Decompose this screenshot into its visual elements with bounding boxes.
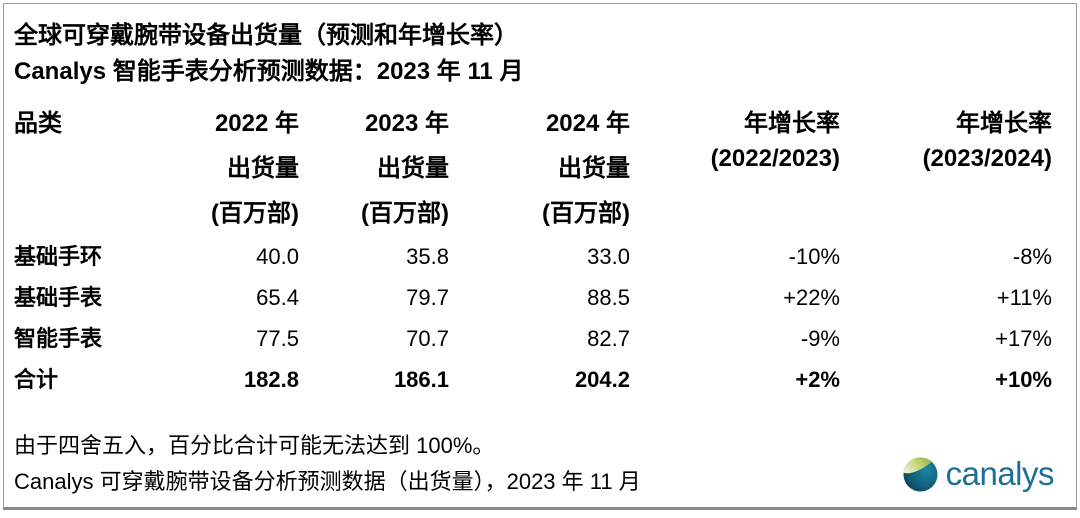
table-row-total: 合计 182.8 186.1 204.2 +2% +10% [14,359,1052,400]
column-header-2022: 2022 年 出货量 (百万部) [174,101,299,236]
shipment-2023-cell: 70.7 [406,326,449,351]
shipment-2023-cell: 79.7 [406,285,449,310]
shipment-table-card: 全球可穿戴腕带设备出货量（预测和年增长率） Canalys 智能手表分析预测数据… [3,3,1077,510]
column-header-label: (百万部) [542,200,630,227]
column-header-label: 出货量 [377,155,449,182]
column-header-2023: 2023 年 出货量 (百万部) [299,101,449,236]
growth-2023-2024-cell: +17% [995,326,1052,351]
shipment-2024-cell: 82.7 [587,326,630,351]
column-header-label: 品类 [14,110,62,137]
column-header-label: (百万部) [211,200,299,227]
column-header-label: 2024 年 [545,110,630,137]
column-header-label: 年增长率 [956,110,1052,137]
shipment-2023-cell: 35.8 [406,244,449,269]
shipment-2022-cell: 182.8 [243,367,299,392]
shipment-2022-cell: 40.0 [256,244,299,269]
column-header-2024: 2024 年 出货量 (百万部) [449,101,630,236]
canalys-globe-icon [903,456,938,492]
column-header-label: 出货量 [558,155,630,182]
column-header-label: (百万部) [361,200,449,227]
growth-2023-2024-cell: +11% [996,285,1052,310]
shipment-2024-cell: 204.2 [574,367,630,392]
table-row-basic-watch: 基础手表 65.4 79.7 88.5 +22% +11% [14,277,1052,318]
category-cell: 基础手环 [14,244,103,269]
footnote-rounding: 由于四舍五入，百分比合计可能无法达到 100%。 [14,433,495,458]
shipment-2022-cell: 65.4 [256,285,299,310]
column-header-label: (2022/2023) [710,145,840,172]
shipment-table: 品类 2022 年 出货量 (百万部) 2023 年 出货量 (百万部) 202… [14,101,1052,400]
canalys-wordmark: canalys [945,455,1055,492]
footnote-source: Canalys 可穿戴腕带设备分析预测数据（出货量），2023 年 11 月 [14,469,641,494]
growth-2023-2024-cell: +10% [995,367,1052,392]
column-header-label: 年增长率 [744,110,840,137]
growth-2022-2023-cell: -9% [800,326,840,351]
growth-2022-2023-cell: +2% [795,367,840,392]
column-header-label: 2023 年 [364,110,449,137]
table-subtitle: Canalys 智能手表分析预测数据：2023 年 11 月 [14,58,524,85]
column-header-label: 2022 年 [214,110,299,137]
column-header-label: 出货量 [227,155,299,182]
category-cell: 基础手表 [14,285,103,310]
canalys-logo: canalys [903,455,1055,492]
column-header-label: (2023/2024) [922,145,1052,172]
shipment-2022-cell: 77.5 [256,326,299,351]
header-row: 品类 2022 年 出货量 (百万部) 2023 年 出货量 (百万部) 202… [14,101,1052,236]
category-cell: 合计 [14,367,59,392]
table-row-basic-band: 基础手环 40.0 35.8 33.0 -10% -8% [14,236,1052,277]
table-title: 全球可穿戴腕带设备出货量（预测和年增长率） [14,22,518,49]
shipment-2023-cell: 186.1 [393,367,449,392]
shipment-2024-cell: 88.5 [587,285,630,310]
column-header-category: 品类 [14,101,174,236]
category-cell: 智能手表 [14,326,103,351]
footnotes: 由于四舍五入，百分比合计可能无法达到 100%。 Canalys 可穿戴腕带设备… [14,428,1050,500]
growth-2023-2024-cell: -8% [1012,244,1052,269]
column-header-yoy-2022-2023: 年增长率 (2022/2023) [630,101,840,236]
shipment-2024-cell: 33.0 [587,244,630,269]
column-header-yoy-2023-2024: 年增长率 (2023/2024) [840,101,1052,236]
growth-2022-2023-cell: +22% [783,285,840,310]
growth-2022-2023-cell: -10% [788,244,840,269]
table-row-smartwatch: 智能手表 77.5 70.7 82.7 -9% +17% [14,318,1052,359]
